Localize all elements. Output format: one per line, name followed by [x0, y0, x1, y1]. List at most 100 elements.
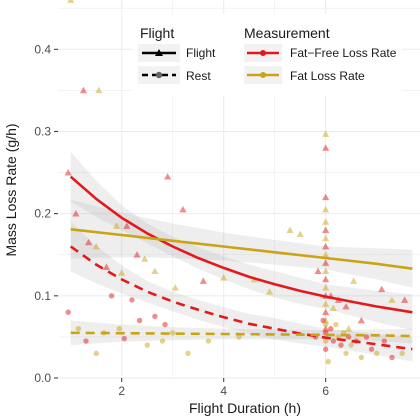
data-point-triangle	[64, 168, 72, 176]
y-tick-label: 0.4	[34, 42, 51, 56]
fitted-curves	[69, 175, 413, 351]
fitted-curve	[69, 245, 413, 351]
data-point-circle	[328, 325, 334, 332]
legend-flight-label: Flight	[186, 46, 216, 60]
data-point-triangle	[345, 325, 353, 332]
data-point-circle	[116, 325, 122, 332]
legend-circle-key	[155, 71, 163, 79]
data-point-circle	[144, 342, 150, 348]
data-points	[64, 0, 409, 365]
legend-triangle-key	[155, 49, 163, 56]
legend-flight-title: Flight	[140, 25, 174, 41]
data-point-circle	[129, 297, 135, 303]
data-point-circle	[325, 358, 331, 365]
data-point-triangle	[322, 275, 330, 283]
data-point-circle	[205, 338, 212, 344]
data-point-triangle	[357, 316, 365, 324]
x-tick-label: 4	[220, 384, 227, 398]
legend: Flight Flight Rest Measurement Fat−Free …	[132, 14, 402, 96]
data-point-triangle	[322, 251, 330, 258]
data-point-triangle	[401, 296, 409, 303]
data-point-triangle	[102, 263, 111, 270]
x-tick-label: 2	[118, 384, 125, 398]
legend-fat-label: Fat Loss Rate	[290, 69, 365, 83]
data-point-triangle	[322, 193, 330, 201]
data-point-circle	[75, 325, 82, 332]
data-point-circle	[170, 330, 176, 336]
fitted-curve	[69, 175, 413, 314]
data-point-triangle	[151, 267, 159, 275]
data-point-triangle	[164, 173, 172, 180]
data-point-triangle	[322, 226, 330, 233]
data-point-triangle	[322, 130, 330, 137]
data-point-circle	[108, 293, 115, 299]
data-point-triangle	[171, 284, 179, 291]
axes: 2 4 6 0.0 0.1 0.2 0.3 0.4	[34, 42, 329, 398]
legend-rest-label: Rest	[186, 69, 211, 83]
x-axis-title: Flight Duration (h)	[189, 400, 301, 416]
data-point-circle	[136, 317, 143, 324]
data-point-circle	[121, 335, 127, 342]
data-point-circle	[162, 321, 168, 328]
data-point-triangle	[79, 86, 88, 94]
data-point-triangle	[133, 251, 141, 258]
data-point-triangle	[322, 242, 330, 250]
data-point-circle	[159, 338, 166, 344]
legend-measurement: Measurement Fat−Free Loss Rate Fat Loss …	[244, 25, 397, 84]
confidence-ribbon	[70, 152, 413, 331]
data-point-triangle	[84, 238, 93, 246]
data-point-circle	[333, 321, 339, 328]
data-point-circle	[389, 354, 395, 361]
data-point-circle	[236, 334, 242, 340]
legend-fatfree-label: Fat−Free Loss Rate	[290, 46, 397, 60]
data-point-triangle	[322, 144, 330, 151]
data-point-triangle	[322, 308, 330, 316]
legend-measurement-title: Measurement	[244, 25, 330, 41]
data-point-circle	[368, 346, 375, 352]
data-point-circle	[358, 354, 365, 361]
data-point-circle	[93, 350, 99, 357]
y-tick-label: 0.1	[34, 289, 51, 303]
data-point-circle	[330, 338, 337, 344]
data-point-triangle	[342, 302, 350, 310]
data-point-circle	[83, 338, 89, 344]
x-tick-label: 6	[322, 384, 329, 398]
data-point-circle	[338, 342, 344, 348]
data-point-circle	[322, 321, 329, 328]
data-point-circle	[65, 309, 71, 315]
data-point-triangle	[113, 222, 121, 229]
y-axis-title: Mass Loss Rate (g/h)	[3, 123, 19, 256]
data-point-circle	[373, 350, 380, 357]
data-point-circle	[322, 346, 329, 352]
data-point-triangle	[322, 205, 330, 213]
y-tick-label: 0.3	[34, 124, 51, 138]
data-point-triangle	[220, 274, 228, 281]
data-point-circle	[343, 350, 349, 357]
data-point-circle	[320, 317, 326, 324]
data-point-triangle	[118, 269, 126, 276]
confidence-ribbon	[70, 221, 413, 362]
data-point-triangle	[92, 242, 100, 250]
data-point-triangle	[199, 277, 207, 284]
data-point-triangle	[329, 304, 337, 312]
data-point-triangle	[314, 267, 322, 275]
data-point-circle	[322, 338, 329, 344]
data-point-triangle	[322, 259, 330, 266]
y-tick-label: 0.0	[34, 371, 51, 385]
data-point-triangle	[322, 234, 330, 242]
data-point-triangle	[322, 325, 330, 332]
data-point-circle	[152, 313, 158, 320]
y-tick-label: 0.2	[34, 207, 51, 221]
fitted-curve	[70, 228, 413, 270]
data-point-triangle	[350, 277, 358, 284]
data-point-circle	[381, 338, 388, 344]
legend-fat-dot-key	[260, 72, 266, 78]
data-point-circle	[399, 350, 405, 357]
data-point-triangle	[322, 267, 330, 275]
data-point-triangle	[322, 218, 330, 225]
data-point-triangle	[72, 210, 80, 217]
data-point-triangle	[67, 0, 75, 3]
data-point-triangle	[378, 285, 386, 293]
